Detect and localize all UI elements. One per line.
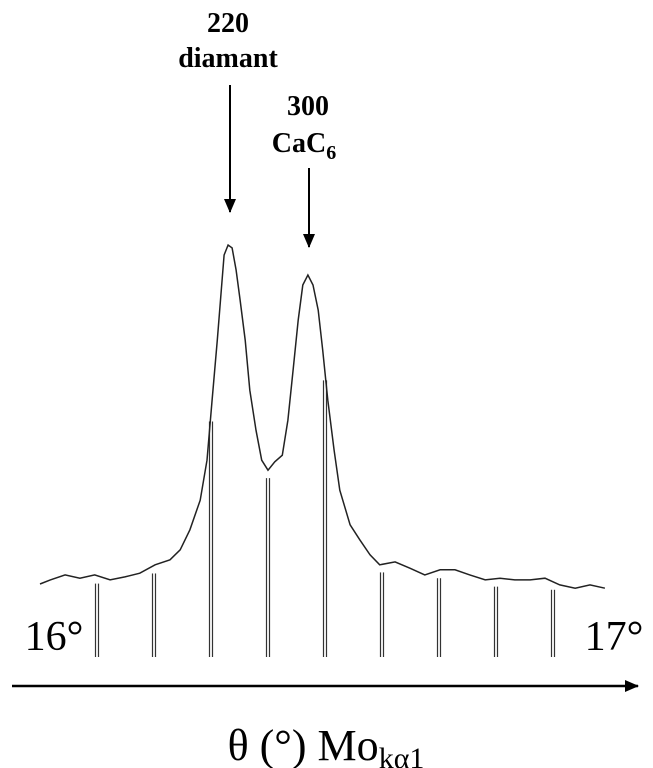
- x-axis-label-sub: kα1: [379, 742, 425, 768]
- annotation: diamant: [178, 43, 278, 74]
- x-tick-label: 16°: [25, 614, 84, 660]
- annotation-text: CaC: [272, 128, 326, 159]
- scan-line: [39, 243, 606, 589]
- x-axis-label: θ (°) Mokα1: [228, 721, 425, 768]
- annotation: 300: [287, 91, 329, 122]
- annotation-sub: 6: [326, 142, 336, 164]
- x-tick-label: 17°: [585, 614, 644, 660]
- annotation: 220: [207, 8, 249, 39]
- annotation: CaC6: [272, 128, 336, 164]
- x-axis-label-text: θ (°) Mo: [228, 721, 379, 768]
